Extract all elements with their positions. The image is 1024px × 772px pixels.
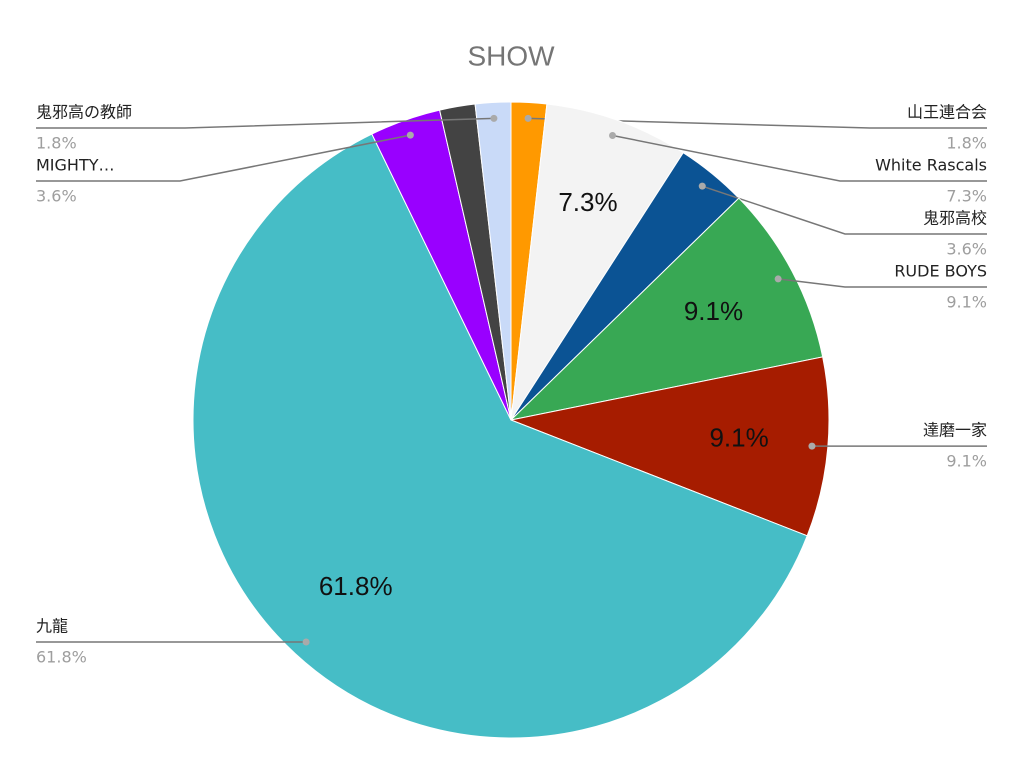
leader-line [702, 185, 987, 235]
leader-dot [698, 182, 706, 190]
legend-label: White Rascals [875, 156, 987, 175]
legend-value: 3.6% [946, 240, 987, 259]
legend-label: 山王連合会 [907, 103, 987, 122]
pie-slice [192, 133, 808, 739]
legend-value: 1.8% [946, 134, 987, 153]
legend-label: 達磨一家 [923, 421, 987, 440]
legend-value: 3.6% [36, 187, 77, 206]
legend-value: 9.1% [946, 452, 987, 471]
pie-slice [509, 356, 830, 537]
leader-dot [774, 275, 782, 283]
leader-dot [609, 131, 617, 139]
slice-label: 7.3% [558, 187, 617, 217]
legend-value: 7.3% [946, 187, 987, 206]
slice-label: 61.8% [319, 571, 393, 601]
pie-slice [509, 197, 824, 421]
legend-label: 鬼邪高校 [923, 209, 987, 228]
legend-label: 鬼邪高の教師 [36, 103, 132, 122]
leader-line [778, 278, 987, 288]
slice-label: 9.1% [709, 423, 768, 453]
leader-dot [302, 638, 310, 646]
legend-value: 1.8% [36, 134, 77, 153]
leader-line [612, 134, 987, 182]
pie-slice [510, 103, 684, 421]
leader-dot [524, 114, 532, 122]
leader-line [528, 117, 987, 129]
leader-dot [808, 442, 816, 450]
legend-label: MIGHTY… [36, 156, 115, 175]
legend-value: 61.8% [36, 648, 87, 667]
pie-slice [474, 101, 512, 421]
legend-value: 9.1% [946, 293, 987, 312]
slice-label: 9.1% [684, 296, 743, 326]
leader-dot [406, 131, 414, 139]
chart-title: SHOW [467, 40, 555, 71]
legend-label: 九龍 [36, 617, 68, 636]
leader-line [36, 134, 411, 182]
leader-line [36, 117, 494, 129]
legend-label: RUDE BOYS [894, 262, 987, 281]
leader-dot [490, 114, 498, 122]
